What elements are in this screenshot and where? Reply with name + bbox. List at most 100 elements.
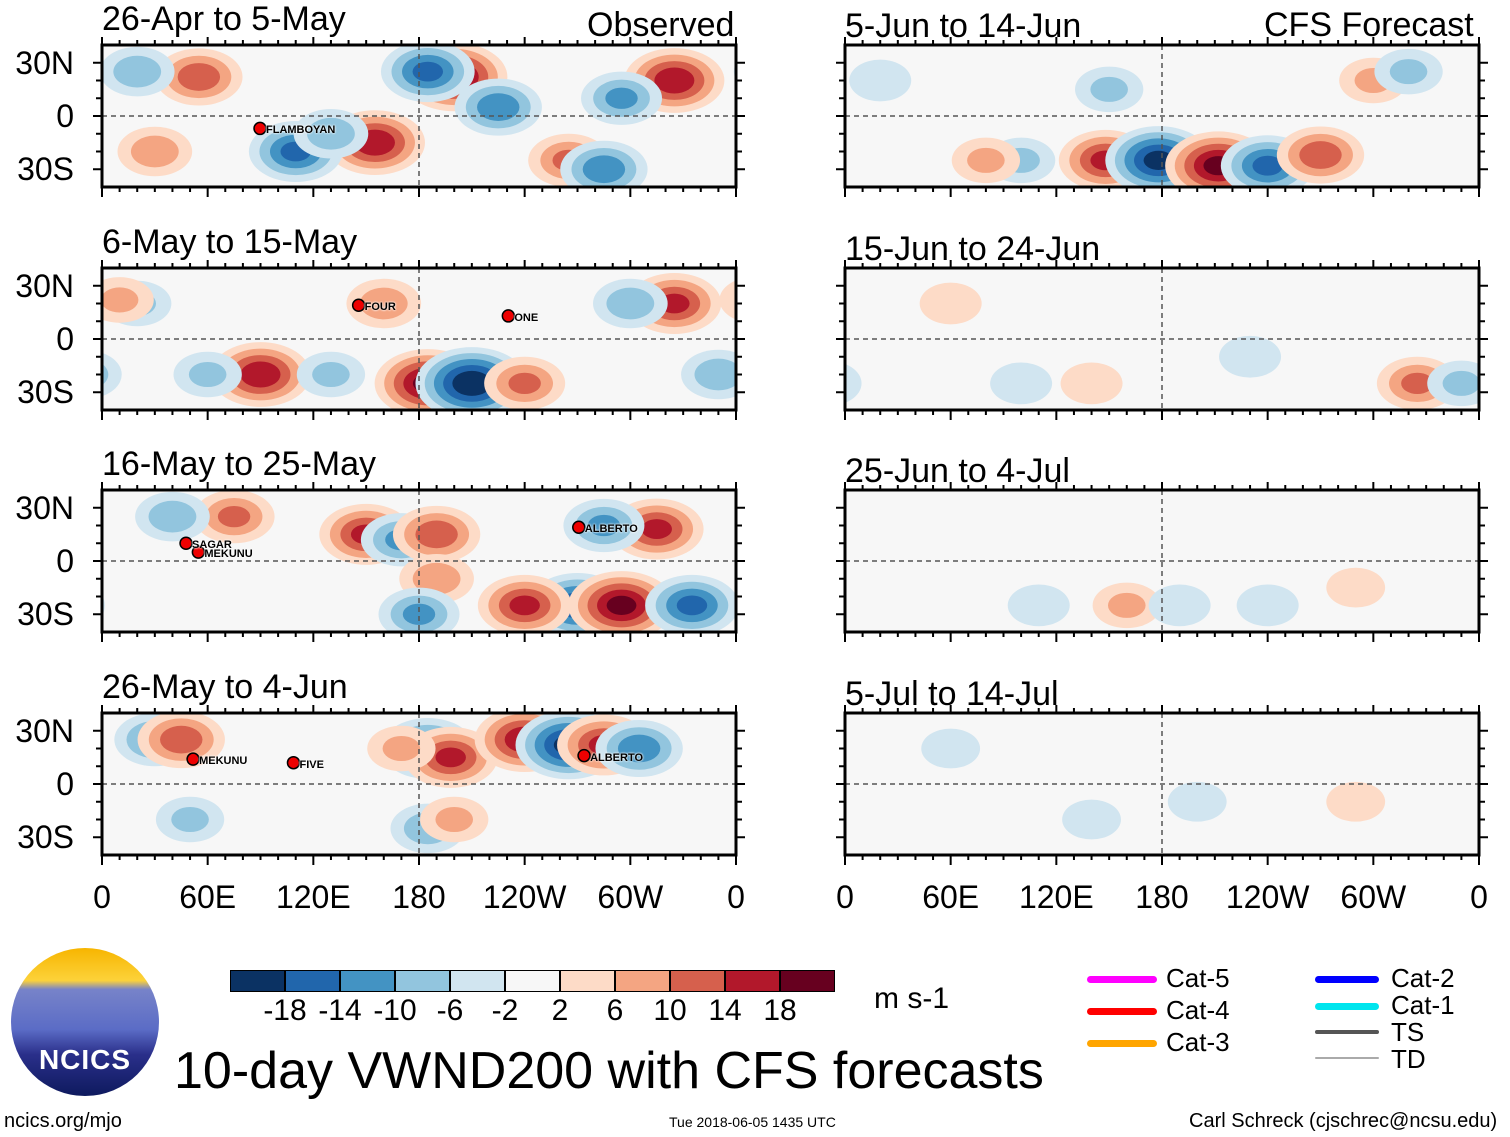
anomaly-contour: [1326, 781, 1386, 822]
colorbar-swatch: [230, 970, 285, 992]
anomaly-contour: [160, 725, 203, 754]
anomaly-contour: [1090, 76, 1128, 102]
anomaly-contour: [415, 520, 458, 549]
anomaly-contour: [217, 505, 251, 528]
storm-label: ALBERTO: [584, 523, 638, 536]
panel-title: 26-Apr to 5-May: [102, 0, 346, 38]
y-tick-label: 0: [56, 321, 74, 357]
anomaly-contour: [845, 363, 862, 403]
colorbar-swatch: [395, 970, 450, 992]
legend-label: TS: [1391, 1017, 1425, 1047]
anomaly-contour: [102, 287, 139, 313]
storm-label: FOUR: [364, 301, 396, 314]
map-panel: [755, 260, 1488, 420]
legend-label: Cat-5: [1166, 963, 1230, 993]
anomaly-contour: [654, 67, 695, 94]
x-tick-label: 120E: [275, 879, 351, 915]
storm-label: SAGAR: [192, 539, 232, 552]
legend-label: TD: [1391, 1044, 1426, 1074]
anomaly-contour: [755, 365, 812, 402]
panel-title: 15-Jun to 24-Jun: [845, 230, 1101, 268]
observed-label: Observed: [587, 6, 735, 44]
anomaly-contour: [1062, 799, 1121, 840]
legend-line-cat-4: [1087, 1008, 1157, 1015]
panel-title: 5-Jun to 14-Jun: [845, 7, 1082, 45]
y-tick-label: 0: [56, 766, 74, 802]
anomaly-contour: [641, 519, 672, 539]
storm-track-icon: [577, 748, 591, 763]
anomaly-contour: [171, 806, 209, 833]
anomaly-contour: [752, 291, 790, 316]
anomaly-contour: [747, 56, 795, 88]
storm-track-icon: [253, 121, 267, 136]
anomaly-contour: [240, 361, 281, 388]
anomaly-contour: [359, 287, 408, 320]
anomaly-contour: [1107, 592, 1146, 618]
storm-label: ALBERTO: [590, 751, 644, 764]
legend-label: Cat-3: [1166, 1027, 1230, 1057]
x-tick-label: 180: [392, 879, 446, 915]
x-tick-label: 0: [727, 879, 745, 915]
anomaly-contour: [113, 55, 162, 88]
storm-track-icon: [572, 520, 586, 535]
anomaly-contour: [1007, 584, 1070, 627]
x-tick-label: 120E: [1018, 879, 1094, 915]
x-tick-label: 0: [93, 879, 111, 915]
anomaly-contour: [805, 807, 843, 832]
legend-line-td: [1315, 1057, 1379, 1059]
legend-label: Cat-1: [1391, 990, 1455, 1020]
anomaly-contour: [921, 728, 981, 769]
anomaly-contour: [382, 735, 421, 762]
anomaly-contour: [509, 595, 540, 616]
storm-label: FLAMBOYAN: [266, 124, 336, 137]
figure-title: 10-day VWND200 with CFS forecasts: [174, 1042, 1044, 1100]
legend-line-cat-2: [1315, 976, 1379, 983]
y-tick-label: 0: [56, 98, 74, 134]
anomaly-contour: [751, 127, 826, 176]
anomaly-contour: [188, 361, 227, 388]
x-tick-label: 120W: [482, 879, 567, 915]
y-tick-label: 30S: [17, 374, 74, 411]
units-label: m s-1: [874, 982, 949, 1015]
panel-title: 25-Jun to 4-Jul: [845, 452, 1070, 490]
colorbar-swatch: [505, 970, 560, 992]
y-tick-label: 0: [56, 543, 74, 579]
anomaly-contour: [760, 721, 817, 758]
anomaly-contour: [1148, 584, 1211, 627]
colorbar-swatch: [780, 970, 835, 992]
x-tick-label: 60E: [179, 879, 237, 915]
colorbar-label: 6: [606, 994, 624, 1027]
y-tick-label: 30N: [15, 267, 74, 304]
colorbar-label: -2: [491, 994, 519, 1027]
colorbar-label: -18: [263, 994, 307, 1027]
x-tick-label: 60W: [597, 879, 664, 915]
map-panel: [93, 260, 790, 420]
anomaly-contour: [587, 514, 621, 537]
y-tick-label: 30N: [15, 489, 74, 526]
anomaly-contour: [452, 370, 492, 396]
anomaly-contour: [582, 155, 626, 184]
panel-title: 5-Jul to 14-Jul: [845, 675, 1059, 713]
ncics-logo: NCICS: [11, 948, 159, 1096]
colorbar-label: 14: [708, 994, 742, 1027]
anomaly-contour: [1483, 60, 1510, 102]
map-panel: [740, 37, 1510, 197]
anomaly-contour: [740, 49, 808, 95]
anomaly-contour: [1236, 584, 1299, 627]
y-tick-label: 30N: [15, 44, 74, 81]
storm-track-icon: [501, 309, 516, 323]
colorbar-swatch: [670, 970, 725, 992]
x-tick-label: 0: [1470, 879, 1488, 915]
y-tick-label: 30S: [17, 596, 74, 633]
anomaly-contour: [990, 362, 1053, 405]
anomaly-contour: [748, 713, 829, 766]
anomaly-contour: [312, 361, 350, 388]
colorbar-swatch: [615, 970, 670, 992]
colorbar-swatch: [340, 970, 395, 992]
anomaly-contour: [435, 747, 466, 768]
colorbar-swatch: [560, 970, 615, 992]
storm-label: FIVE: [299, 758, 324, 771]
anomaly-contour: [130, 135, 179, 168]
panel-title: 16-May to 25-May: [102, 445, 376, 483]
